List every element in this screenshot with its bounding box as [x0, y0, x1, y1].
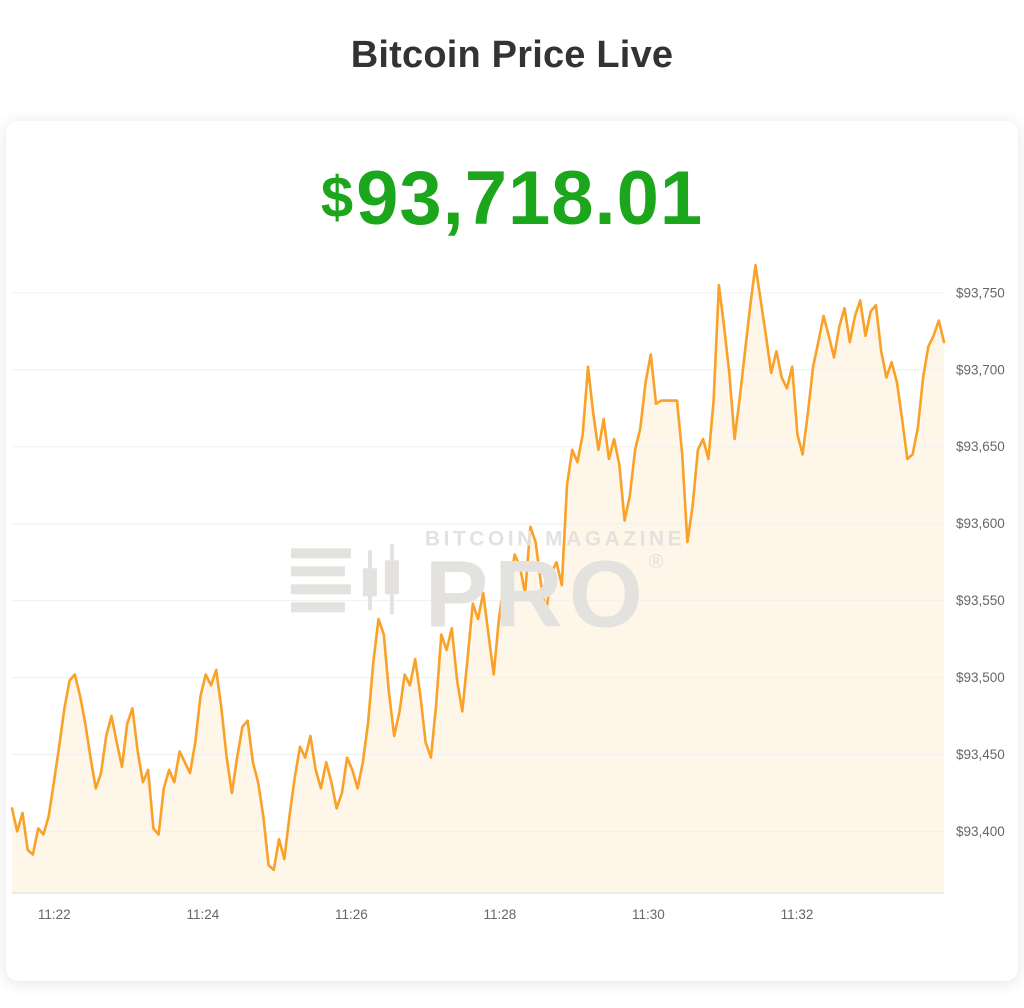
price-chart: $93,750 $93,700 $93,650 $93,600 $93,550 $93,5… [6, 253, 1018, 929]
y-axis-tick-label: $93,650 [956, 439, 1005, 454]
y-axis-tick-label: $93,450 [956, 747, 1005, 762]
y-axis-tick-label: $93,500 [956, 670, 1005, 685]
page-title: Bitcoin Price Live [350, 34, 674, 76]
price-amount: 93,718.01 [356, 156, 704, 241]
x-axis-tick-label: 11:28 [484, 907, 517, 922]
x-axis-tick-label: 11:26 [335, 907, 368, 922]
y-axis-tick-label: $93,750 [956, 285, 1005, 300]
y-axis-tick-label: $93,550 [956, 593, 1005, 608]
price-area-fill [12, 264, 944, 893]
price-line [10, 263, 946, 871]
price-widget-card: $93,718.01 $93,750 $93,700 $93,650 $93,600 $… [6, 121, 1018, 981]
x-axis-tick-label: 11:24 [187, 907, 220, 922]
x-axis-tick-label: 11:22 [38, 907, 71, 922]
live-price: $93,718.01 [6, 157, 1018, 241]
price-chart-svg: $93,750 $93,700 $93,650 $93,600 $93,550 $93,5… [10, 263, 1005, 922]
y-axis-tick-label: $93,400 [956, 823, 1005, 838]
x-axis-tick-label: 11:32 [781, 907, 814, 922]
y-axis-tick-label: $93,700 [956, 362, 1005, 377]
x-axis-tick-label: 11:30 [632, 907, 665, 922]
currency-symbol: $ [320, 165, 355, 230]
y-axis-tick-label: $93,600 [956, 516, 1005, 531]
